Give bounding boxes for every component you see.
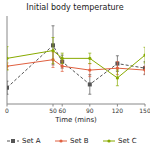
x-axis-label: Time (mins) [54, 116, 97, 124]
x-axis [7, 104, 145, 105]
error-cap [61, 63, 64, 64]
error-bar [88, 64, 91, 77]
error-bar [52, 38, 55, 64]
error-cap [144, 74, 146, 75]
error-bar [61, 53, 64, 63]
chart: Initial body temperature 0 5060 90 120 150 Tim… [0, 0, 150, 150]
series [7, 26, 145, 94]
point [88, 82, 92, 86]
legend-marker [11, 139, 15, 143]
point [88, 57, 91, 60]
error-cap [116, 61, 119, 62]
error-cap [61, 71, 64, 72]
error-cap [144, 66, 146, 67]
plot-area [7, 26, 145, 94]
error-bar [88, 75, 91, 95]
error-bar [144, 62, 146, 75]
error-cap [144, 74, 146, 75]
y-axis [7, 16, 8, 104]
error-cap [88, 94, 91, 95]
error-cap [7, 70, 9, 71]
legend-label: Set B [70, 137, 89, 145]
series [7, 38, 145, 86]
error-bar [88, 53, 91, 63]
legend-label: Set C [118, 137, 137, 145]
point [143, 69, 145, 72]
error-cap [52, 67, 55, 68]
legend-marker [59, 139, 62, 142]
error-cap [144, 47, 146, 48]
error-cap [88, 53, 91, 54]
error-cap [116, 55, 119, 56]
x-tick-label: 50 [49, 107, 57, 114]
point [116, 76, 119, 79]
point [61, 65, 64, 68]
error-bar [116, 70, 119, 86]
error-stem [53, 26, 54, 65]
point [61, 57, 64, 60]
error-bar [7, 47, 9, 70]
x-tick-label: 150 [139, 107, 150, 114]
series-line [7, 60, 145, 70]
error-bar [144, 66, 146, 74]
title: Initial body temperature [26, 3, 123, 12]
series [7, 52, 145, 77]
point [7, 57, 9, 60]
point [51, 49, 54, 52]
point [88, 69, 91, 72]
error-cap [52, 25, 55, 26]
error-cap [7, 94, 9, 95]
error-cap [88, 63, 91, 64]
error-bar [52, 26, 55, 65]
point [143, 54, 145, 57]
error-cap [116, 85, 119, 86]
x-tick-label: 90 [86, 107, 94, 114]
x-tick-label: 0 [5, 107, 9, 114]
series-line [7, 45, 145, 87]
error-cap [52, 63, 55, 64]
error-cap [7, 81, 9, 82]
x-tick-label: 60 [58, 107, 66, 114]
legend: Set A Set B Set C [7, 137, 137, 145]
error-bar [144, 47, 146, 63]
error-cap [7, 46, 9, 47]
point [7, 86, 9, 90]
legend-marker [107, 139, 110, 142]
legend-label: Set A [22, 137, 41, 145]
series-line [7, 51, 145, 78]
error-cap [61, 53, 64, 54]
error-cap [144, 62, 146, 63]
error-cap [52, 37, 55, 38]
point [116, 67, 119, 70]
x-tick-label: 120 [112, 107, 124, 114]
error-bar [7, 81, 9, 94]
error-cap [88, 63, 91, 64]
error-cap [88, 76, 91, 77]
error-cap [116, 70, 119, 71]
